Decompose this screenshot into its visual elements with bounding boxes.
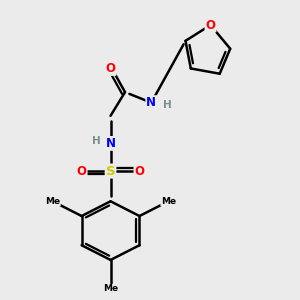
Text: Me: Me [45, 197, 60, 206]
Text: Me: Me [161, 197, 176, 206]
Text: O: O [206, 19, 215, 32]
Text: O: O [76, 164, 87, 178]
Text: Me: Me [103, 284, 118, 293]
Text: O: O [106, 62, 116, 75]
Text: N: N [106, 137, 116, 150]
Text: N: N [146, 96, 156, 109]
Text: S: S [106, 164, 116, 178]
Text: H: H [92, 136, 100, 146]
Text: O: O [134, 164, 145, 178]
Text: H: H [163, 100, 172, 110]
